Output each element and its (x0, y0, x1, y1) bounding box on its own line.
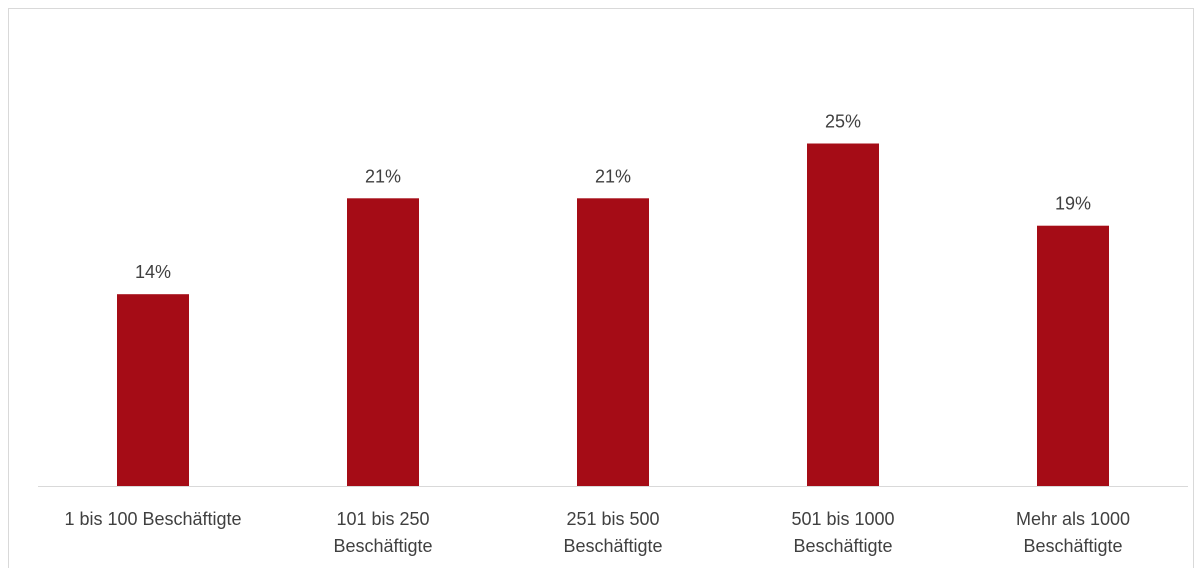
category-label-line: 501 bis 1000 (791, 509, 894, 529)
category-label-line: Mehr als 1000 (1016, 509, 1130, 529)
category-label-line: 1 bis 100 Beschäftigte (64, 509, 241, 529)
bar-3 (577, 198, 649, 487)
category-label-line: Beschäftigte (333, 536, 432, 556)
data-labels-layer: 14% 21% 21% 25% 19% (135, 112, 1091, 283)
data-label-3: 21% (595, 166, 631, 186)
category-label-2: 101 bis 250 Beschäftigte (333, 509, 432, 556)
bar-2 (347, 198, 419, 487)
bar-5 (1037, 225, 1109, 486)
bar-4 (807, 143, 879, 486)
category-label-line: Beschäftigte (563, 536, 662, 556)
category-label-3: 251 bis 500 Beschäftigte (563, 509, 662, 556)
category-label-4: 501 bis 1000 Beschäftigte (791, 509, 894, 556)
category-labels-layer: 1 bis 100 Beschäftigte 101 bis 250 Beschäf… (64, 509, 1130, 556)
category-label-line: 101 bis 250 (336, 509, 429, 529)
data-label-1: 14% (135, 262, 171, 282)
category-label-line: Beschäftigte (1023, 536, 1122, 556)
category-label-5: Mehr als 1000 Beschäftigte (1016, 509, 1130, 556)
bar-1 (117, 294, 189, 486)
data-label-5: 19% (1055, 194, 1091, 214)
bars-layer (117, 143, 1109, 487)
category-label-1: 1 bis 100 Beschäftigte (64, 509, 241, 529)
data-label-4: 25% (825, 112, 861, 132)
data-label-2: 21% (365, 166, 401, 186)
category-label-line: 251 bis 500 (566, 509, 659, 529)
category-label-line: Beschäftigte (793, 536, 892, 556)
